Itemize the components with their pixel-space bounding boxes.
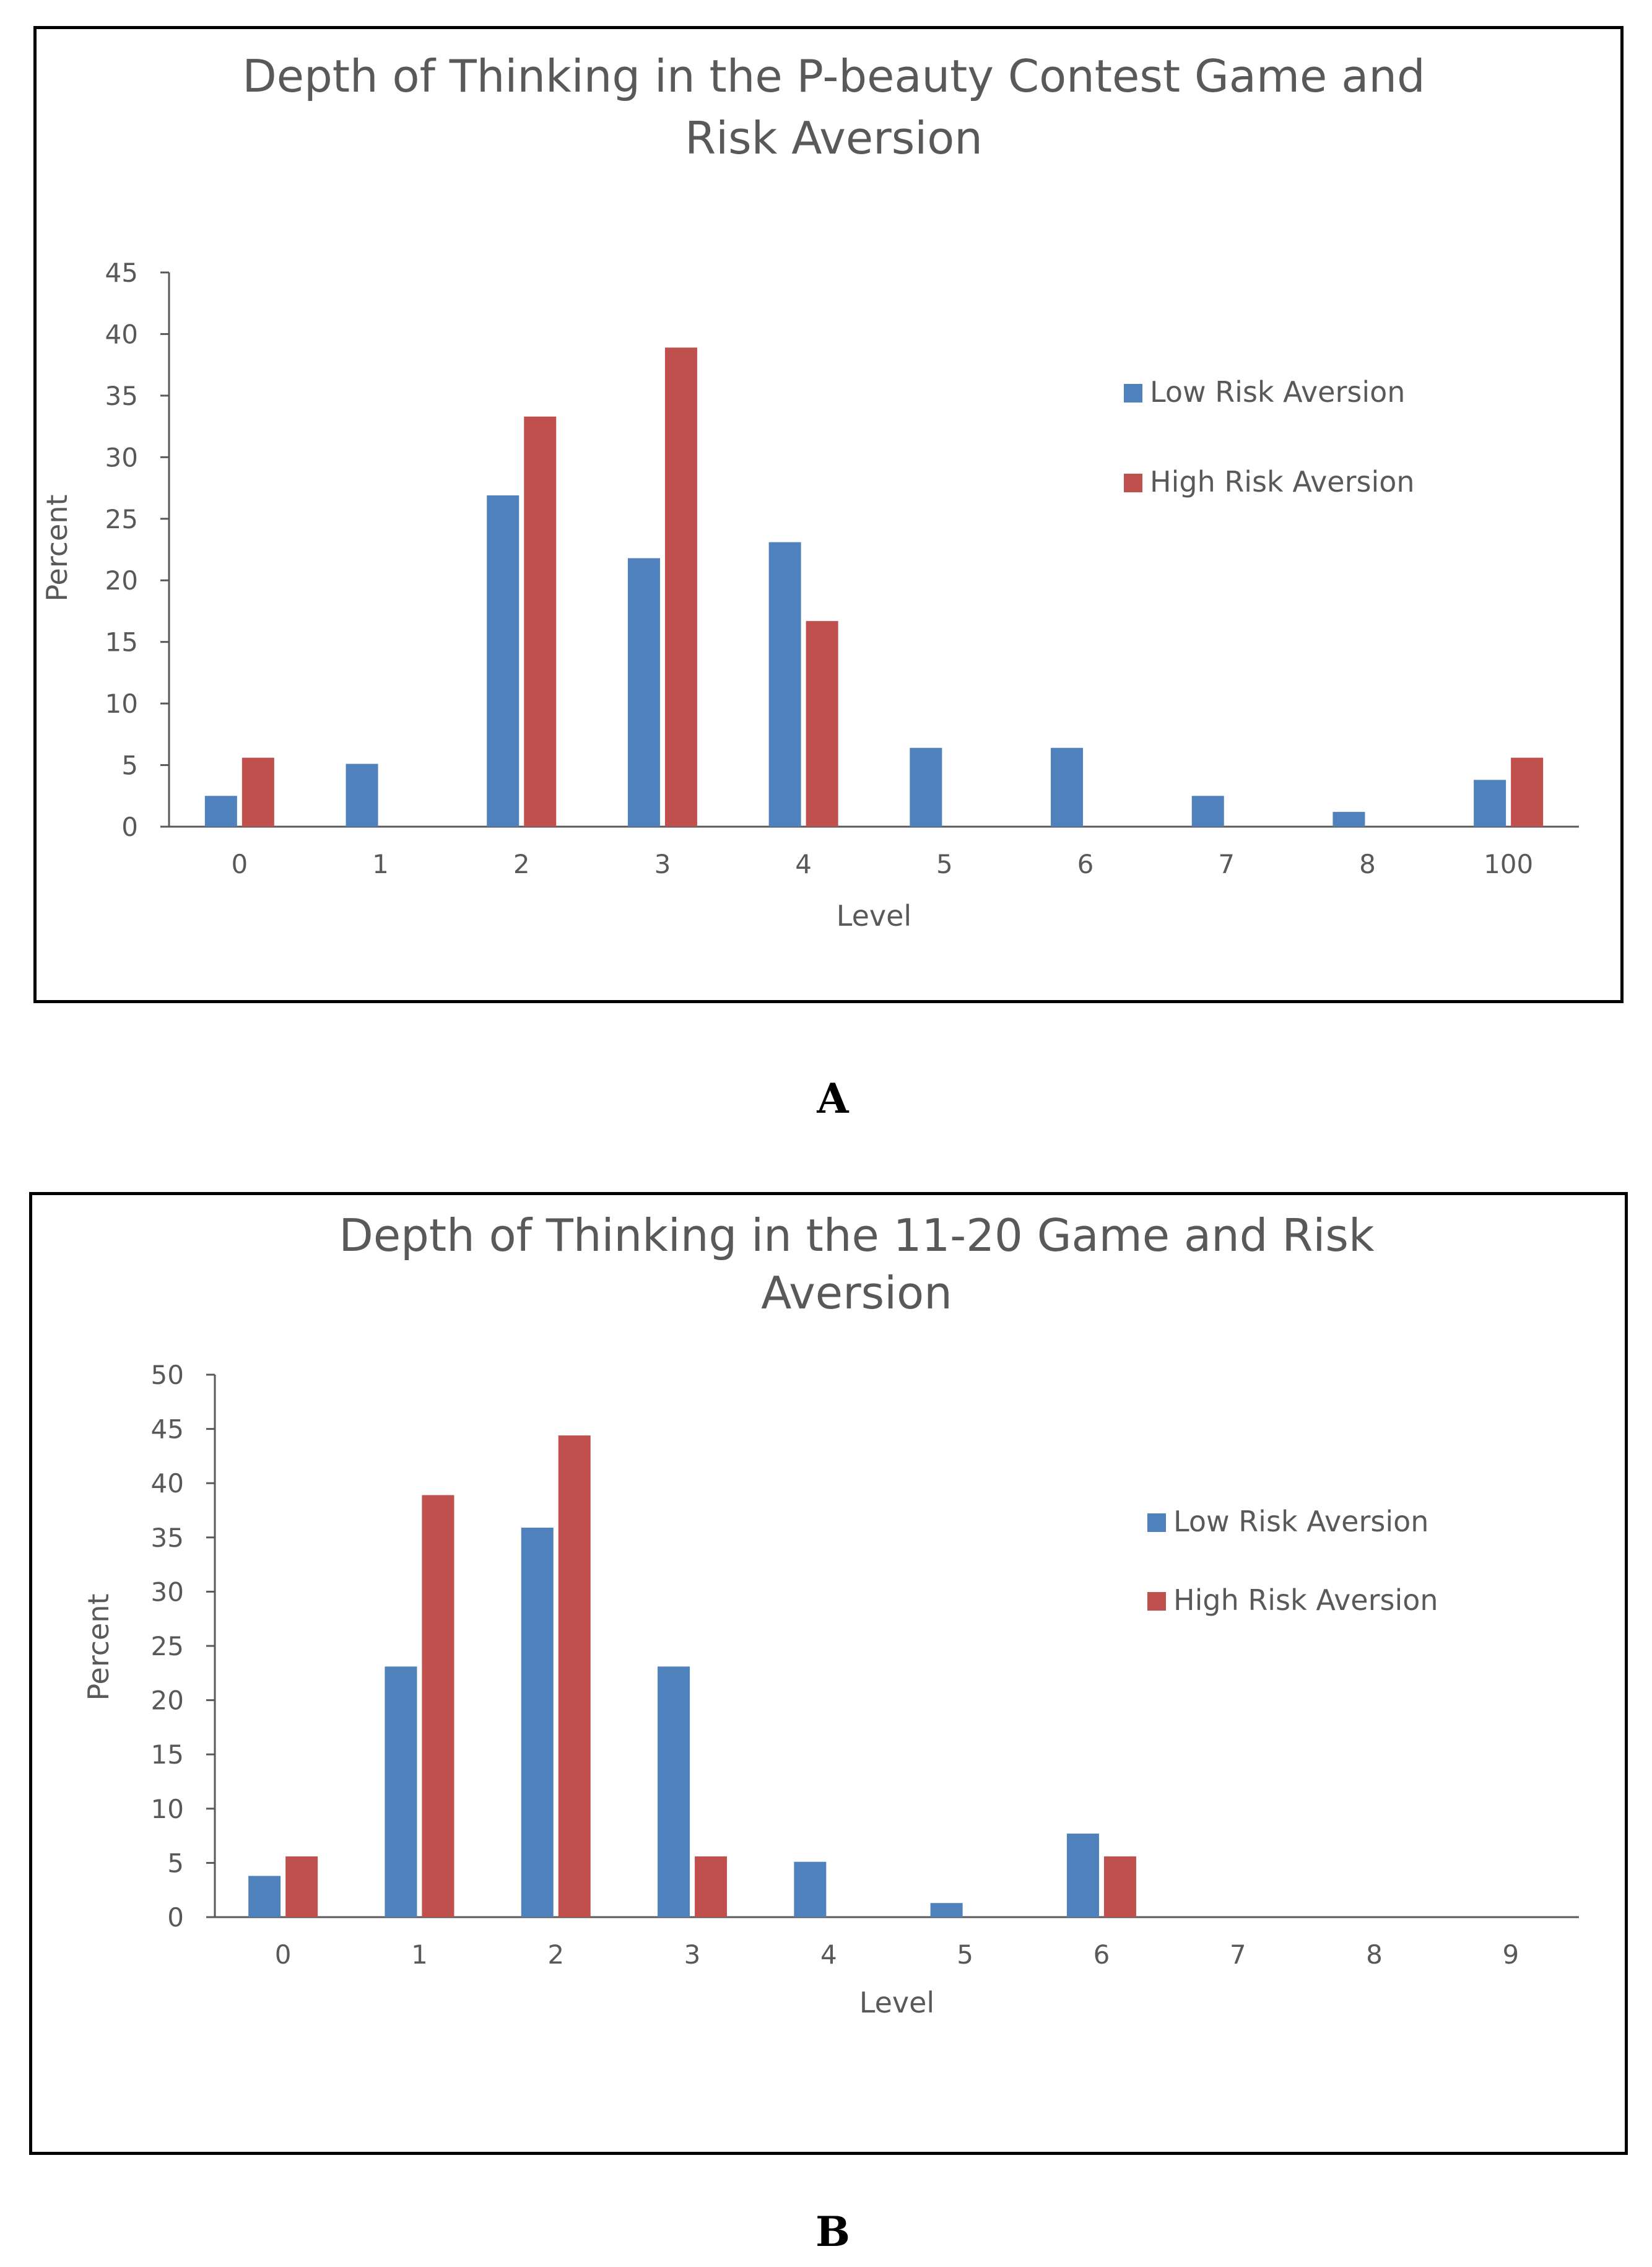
chart-a-title-line-1: Depth of Thinking in the P-beauty Contes… <box>242 50 1425 102</box>
chart-a-x-tick-label: 5 <box>936 849 953 879</box>
chart-b-bar-low-6 <box>1066 1834 1099 1917</box>
chart-b-title-line-2: Aversion <box>761 1267 952 1319</box>
chart-b-title-line-1: Depth of Thinking in the 11-20 Game and … <box>339 1209 1374 1261</box>
chart-a-bar-low-100 <box>1474 780 1506 827</box>
chart-a-bar-high-0 <box>241 757 274 827</box>
chart-b-legend-swatch-high <box>1147 1592 1166 1611</box>
chart-b-x-axis-label: Level <box>859 1986 934 2019</box>
chart-b-x-tick-label: 3 <box>684 1939 701 1970</box>
chart-a-bar-high-4 <box>806 620 838 827</box>
chart-b-x-tick-label: 6 <box>1093 1939 1110 1970</box>
chart-a-legend-swatch-low <box>1124 384 1142 402</box>
chart-b-y-tick-label: 5 <box>167 1848 184 1878</box>
chart-a-x-tick-label: 0 <box>231 849 248 879</box>
chart-a-bar-high-2 <box>524 416 557 827</box>
chart-b-bar-high-3 <box>695 1856 728 1917</box>
chart-b-bar-low-3 <box>658 1666 690 1917</box>
chart-b-legend-label-high: High Risk Aversion <box>1173 1583 1438 1617</box>
chart-a-x-tick-label: 1 <box>372 849 389 879</box>
chart-b-bar-low-0 <box>248 1876 281 1917</box>
chart-a-x-tick-label: 2 <box>513 849 530 879</box>
chart-a-bar-low-0 <box>204 796 237 827</box>
chart-a-bar-low-4 <box>768 542 801 827</box>
chart-a-bar-low-3 <box>627 558 660 827</box>
chart-b-bar-low-2 <box>521 1528 554 1917</box>
chart-a-x-tick-label: 3 <box>654 849 671 879</box>
chart-a-y-tick-label: 45 <box>105 258 138 288</box>
chart-a-x-tick-label: 7 <box>1218 849 1235 879</box>
chart-a-y-tick-label: 5 <box>121 751 138 781</box>
chart-b-bar-high-2 <box>558 1435 591 1917</box>
chart-a-y-tick-label: 10 <box>105 689 138 719</box>
chart-b-y-tick-label: 35 <box>151 1523 184 1553</box>
chart-a-x-tick-label: 6 <box>1077 849 1094 879</box>
chart-a-legend-label-high: High Risk Aversion <box>1150 465 1415 498</box>
chart-b-legend-label-low: Low Risk Aversion <box>1173 1505 1428 1538</box>
chart-a-frame <box>33 26 1624 1003</box>
chart-b-frame <box>29 1192 1628 2155</box>
chart-a-bar-high-3 <box>664 347 697 827</box>
chart-b-bar-low-4 <box>794 1861 827 1917</box>
chart-a-y-tick-label: 40 <box>105 319 138 349</box>
chart-b-y-axis-label: Percent <box>82 1593 115 1700</box>
chart-b-bar-low-5 <box>930 1903 963 1917</box>
chart-b-legend-swatch-low <box>1147 1513 1166 1532</box>
chart-b-bar-high-0 <box>285 1856 318 1917</box>
chart-a-bar-low-7 <box>1191 796 1224 827</box>
chart-b-y-tick-label: 0 <box>167 1902 184 1933</box>
chart-b-bar-high-1 <box>422 1495 454 1917</box>
chart-a-x-tick-label: 8 <box>1359 849 1376 879</box>
chart-a-x-tick-label: 100 <box>1484 849 1533 879</box>
chart-a-y-tick-label: 20 <box>105 565 138 596</box>
chart-a-bar-low-1 <box>346 764 378 827</box>
chart-a-legend-label-low: Low Risk Aversion <box>1150 375 1405 409</box>
chart-a-bar-high-100 <box>1511 757 1544 827</box>
chart-b-y-tick-label: 45 <box>151 1414 184 1445</box>
chart-b-x-tick-label: 4 <box>820 1939 837 1970</box>
chart-b-bar-low-1 <box>385 1666 417 1917</box>
chart-b-y-tick-label: 25 <box>151 1631 184 1661</box>
chart-a-y-tick-label: 0 <box>121 812 138 842</box>
chart-b-x-tick-label: 5 <box>957 1939 973 1970</box>
chart-a-legend-swatch-high <box>1124 474 1142 492</box>
chart-b-y-tick-label: 20 <box>151 1686 184 1716</box>
chart-b-bar-high-6 <box>1103 1856 1136 1917</box>
chart-b-x-tick-label: 8 <box>1366 1939 1383 1970</box>
chart-a-y-tick-label: 30 <box>105 442 138 472</box>
chart-b-x-tick-label: 2 <box>547 1939 564 1970</box>
chart-b-x-tick-label: 0 <box>275 1939 292 1970</box>
chart-b-y-tick-label: 10 <box>151 1794 184 1824</box>
chart-b-y-tick-label: 30 <box>151 1577 184 1607</box>
chart-a-y-tick-label: 15 <box>105 627 138 658</box>
chart-a-bar-low-6 <box>1051 747 1084 827</box>
chart-a-y-tick-label: 35 <box>105 381 138 411</box>
chart-a-bar-low-8 <box>1332 812 1365 827</box>
chart-b-x-tick-label: 1 <box>411 1939 428 1970</box>
chart-a-y-tick-label: 25 <box>105 504 138 534</box>
chart-a-bar-low-5 <box>910 747 942 827</box>
chart-b-y-tick-label: 15 <box>151 1739 184 1770</box>
chart-a-x-tick-label: 4 <box>795 849 812 879</box>
panel-label-a: A <box>817 1074 849 1123</box>
chart-b-y-tick-label: 40 <box>151 1468 184 1499</box>
chart-a-y-axis-label: Percent <box>40 494 74 601</box>
panel-label-b: B <box>815 2208 850 2256</box>
chart-b-x-tick-label: 9 <box>1502 1939 1519 1970</box>
chart-b-x-tick-label: 7 <box>1230 1939 1246 1970</box>
chart-a-title-line-2: Risk Aversion <box>685 112 983 164</box>
chart-a-bar-low-2 <box>487 495 520 827</box>
chart-b-y-tick-label: 50 <box>151 1360 184 1390</box>
chart-a-x-axis-label: Level <box>837 899 911 933</box>
